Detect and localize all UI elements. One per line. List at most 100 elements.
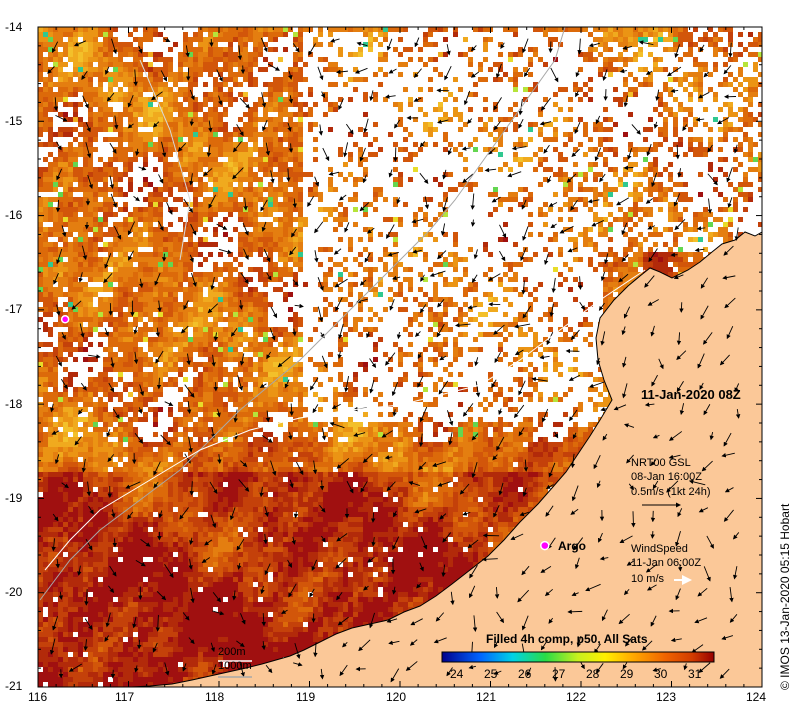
- sst-cell: [48, 512, 53, 517]
- sst-cell: [38, 367, 43, 372]
- sst-cell: [113, 427, 118, 432]
- sst-cell: [173, 357, 178, 362]
- sst-cell: [243, 332, 248, 337]
- sst-cell: [178, 547, 183, 552]
- sst-cell: [183, 537, 188, 542]
- sst-cell: [138, 492, 143, 497]
- sst-cell: [143, 82, 148, 87]
- sst-cell: [103, 407, 108, 412]
- sst-cell: [178, 447, 183, 452]
- sst-cell: [178, 562, 183, 567]
- sst-cell: [53, 362, 58, 367]
- sst-cell: [198, 137, 203, 142]
- sst-cell: [163, 127, 168, 132]
- sst-cell: [38, 517, 43, 522]
- sst-cell: [38, 287, 43, 292]
- sst-cell: [48, 257, 53, 262]
- sst-cell: [88, 202, 93, 207]
- sst-cell: [133, 447, 138, 452]
- sst-cell: [108, 282, 113, 287]
- sst-cell: [63, 177, 68, 182]
- sst-cell: [243, 282, 248, 287]
- sst-cell: [183, 132, 188, 137]
- sst-cell: [188, 287, 193, 292]
- sst-cell: [203, 387, 208, 392]
- sst-cell: [138, 607, 143, 612]
- sst-cell: [163, 367, 168, 372]
- sst-cell: [213, 307, 218, 312]
- sst-cell: [103, 627, 108, 632]
- sst-cell: [233, 517, 238, 522]
- sst-cell: [113, 232, 118, 237]
- sst-cell: [253, 437, 258, 442]
- sst-cell: [258, 312, 263, 317]
- sst-cell: [213, 452, 218, 457]
- sst-cell: [178, 492, 183, 497]
- sst-cell: [83, 562, 88, 567]
- sst-cell: [218, 492, 223, 497]
- sst-cell: [118, 67, 123, 72]
- sst-cell: [178, 247, 183, 252]
- sst-cell: [78, 217, 83, 222]
- sst-cell: [43, 92, 48, 97]
- sst-cell: [158, 527, 163, 532]
- sst-cell: [58, 582, 63, 587]
- sst-cell: [203, 302, 208, 307]
- sst-cell: [243, 27, 248, 32]
- sst-cell: [88, 292, 93, 297]
- sst-cell: [228, 92, 233, 97]
- sst-cell: [63, 197, 68, 202]
- sst-cell: [183, 582, 188, 587]
- sst-cell: [83, 357, 88, 362]
- sst-cell: [53, 52, 58, 57]
- sst-cell: [98, 412, 103, 417]
- sst-cell: [168, 472, 173, 477]
- sst-cell: [203, 127, 208, 132]
- sst-cell: [83, 602, 88, 607]
- sst-cell: [158, 642, 163, 647]
- sst-cell: [218, 572, 223, 577]
- sst-cell: [203, 592, 208, 597]
- sst-cell: [178, 137, 183, 142]
- sst-cell: [73, 517, 78, 522]
- sst-cell: [208, 52, 213, 57]
- sst-cell: [148, 142, 153, 147]
- sst-cell: [253, 352, 258, 357]
- sst-cell: [158, 247, 163, 252]
- sst-cell: [153, 307, 158, 312]
- sst-cell: [223, 457, 228, 462]
- sst-cell: [213, 322, 218, 327]
- sst-cell: [243, 522, 248, 527]
- sst-cell: [43, 502, 48, 507]
- sst-cell: [243, 252, 248, 257]
- sst-cell: [178, 387, 183, 392]
- sst-cell: [148, 392, 153, 397]
- sst-cell: [163, 147, 168, 152]
- sst-cell: [73, 212, 78, 217]
- sst-cell: [233, 372, 238, 377]
- sst-cell: [163, 267, 168, 272]
- sst-cell: [183, 602, 188, 607]
- sst-cell: [133, 557, 138, 562]
- sst-cell: [113, 617, 118, 622]
- sst-cell: [98, 417, 103, 422]
- sst-cell: [38, 592, 43, 597]
- sst-cell: [123, 622, 128, 627]
- sst-cell: [53, 247, 58, 252]
- sst-cell: [233, 627, 238, 632]
- sst-cell: [193, 637, 198, 642]
- sst-cell: [123, 657, 128, 662]
- sst-cell: [168, 512, 173, 517]
- sst-cell: [123, 512, 128, 517]
- sst-cell: [158, 297, 163, 302]
- sst-cell: [38, 97, 43, 102]
- sst-cell: [138, 287, 143, 292]
- sst-cell: [128, 157, 133, 162]
- sst-cell: [68, 282, 73, 287]
- sst-cell: [183, 62, 188, 67]
- sst-cell: [193, 487, 198, 492]
- sst-cell: [208, 302, 213, 307]
- sst-cell: [223, 217, 228, 222]
- sst-cell: [193, 412, 198, 417]
- sst-cell: [68, 617, 73, 622]
